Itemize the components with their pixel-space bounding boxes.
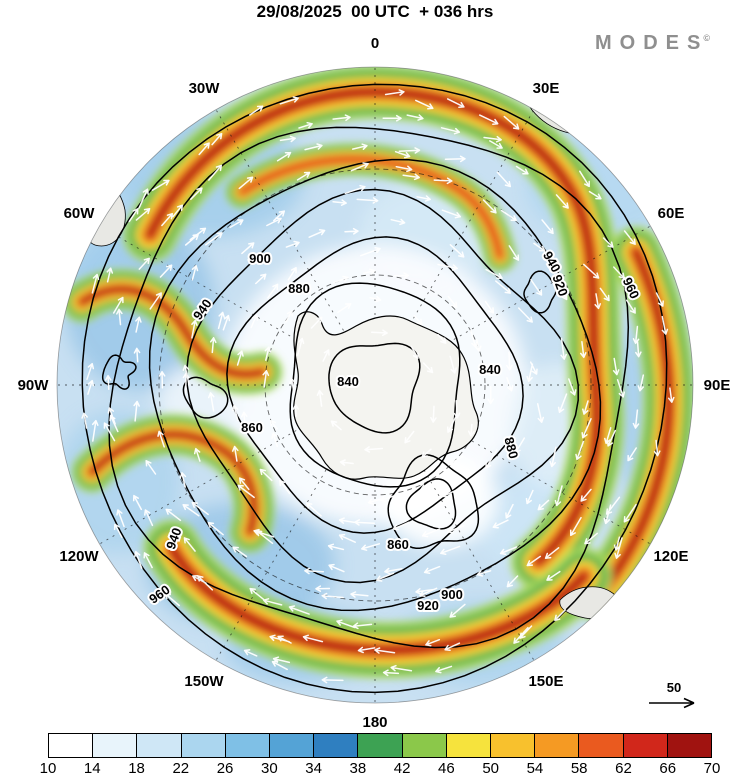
longitude-label: 30W — [189, 80, 221, 97]
antarctica-outline — [293, 311, 479, 480]
wind-arrow-ring — [81, 89, 675, 684]
brand-logo: MODES© — [595, 32, 710, 55]
contour-label: 900 — [249, 251, 271, 266]
reference-arrow-icon — [649, 697, 695, 709]
wind-arrow-ring — [103, 114, 645, 654]
colorbar-cell — [358, 734, 403, 757]
colorbar-tick-labels: 10 14 18 22 26 30 34 38 42 46 50 54 58 62 66 70 — [40, 760, 721, 780]
page-title: 29/08/2025 00 UTC + 036 hrs — [256, 2, 494, 21]
map-rim — [56, 66, 694, 704]
colorbar-tick-label: 62 — [615, 760, 632, 777]
longitude-label: 150W — [184, 673, 224, 690]
colorbar-tick-label: 46 — [438, 760, 455, 777]
colorbar-cell — [446, 734, 492, 757]
colorbar-cell — [667, 734, 712, 757]
map-disk: 8408408608608808809009009209209409409409… — [57, 67, 693, 703]
jet-stream-bands — [61, 67, 693, 679]
colorbar-cell — [137, 734, 182, 757]
colorbar-cell — [93, 734, 138, 757]
colorbar-cell — [314, 734, 359, 757]
brand-copyright-mark: © — [703, 33, 710, 44]
colorbar-cell — [491, 734, 536, 757]
contour-label: 840 — [337, 374, 359, 389]
contour-label: 860 — [387, 537, 409, 552]
colorbar-cell — [181, 734, 226, 757]
wind-arrow-ring — [289, 295, 461, 466]
wind-arrow-ring — [182, 184, 577, 582]
colorbar-tick-label: 22 — [172, 760, 190, 777]
wind-arrows-layer — [81, 89, 675, 684]
wind-arrow-ring — [157, 162, 592, 600]
colorbar-tick-label: 14 — [83, 760, 101, 777]
colorbar-tick-label: 42 — [393, 760, 411, 777]
longitude-label: 90E — [704, 377, 731, 394]
colorbar-cell — [49, 734, 94, 757]
wind-arrow-ring — [133, 143, 626, 630]
colorbar-tick-label: 58 — [570, 760, 588, 777]
reference-arrow: 50 — [642, 680, 706, 715]
longitude-label: 60W — [64, 205, 96, 222]
colorbar-cell — [579, 734, 624, 757]
colorbar-tick-label: 30 — [260, 760, 278, 777]
longitude-label: 60E — [658, 205, 685, 222]
colorbar-tick-label: 66 — [659, 760, 677, 777]
wind-arrow-ring — [262, 268, 495, 505]
colorbar-tick-label: 70 — [703, 760, 721, 777]
colorbar-tick-label: 34 — [305, 760, 322, 777]
wind-arrow-ring — [207, 218, 545, 551]
colorbar-tick-label: 38 — [349, 760, 367, 777]
longitude-label: 180 — [362, 714, 387, 730]
colorbar-cell — [402, 734, 447, 757]
colorbar-tick-label: 50 — [482, 760, 499, 777]
longitude-label: 90W — [18, 377, 50, 394]
brand-name: MODES — [595, 32, 709, 54]
height-contours — [81, 83, 668, 694]
longitude-label: 0 — [371, 35, 379, 52]
weather-map: 8408408608608808809009009209209409409409… — [18, 35, 731, 730]
contour-label: 900 — [441, 587, 463, 602]
contour-label: 840 — [479, 362, 501, 377]
longitude-labels: 0 30E 60E 90E 120E 150E 180 150W 120W 90W 60W 30W — [18, 35, 731, 730]
colorbar-tick-label: 26 — [216, 760, 234, 777]
wind-arrow-ring — [316, 329, 437, 453]
reference-arrow-label: 50 — [666, 680, 682, 695]
colorbar-cell — [270, 734, 315, 757]
colorbar-tick-label: 10 — [39, 760, 57, 777]
longitude-label: 120E — [653, 548, 688, 565]
contour-label: 880 — [288, 281, 310, 296]
longitude-label: 120W — [59, 548, 99, 565]
colorbar-cell — [623, 734, 668, 757]
colorbar-tick-label: 18 — [128, 760, 145, 777]
contour-label: 920 — [417, 598, 439, 613]
colorbar-cell — [535, 734, 580, 757]
wind-arrow-ring — [231, 246, 514, 531]
colorbar — [48, 733, 712, 758]
contour-labels: 8408408608608808809009009209209409409409… — [134, 134, 644, 615]
colorbar-tick-label: 54 — [526, 760, 544, 777]
longitude-label: 150E — [528, 673, 563, 690]
contour-label: 860 — [241, 420, 263, 435]
colorbar-cell — [225, 734, 271, 757]
longitude-label: 30E — [533, 80, 560, 97]
